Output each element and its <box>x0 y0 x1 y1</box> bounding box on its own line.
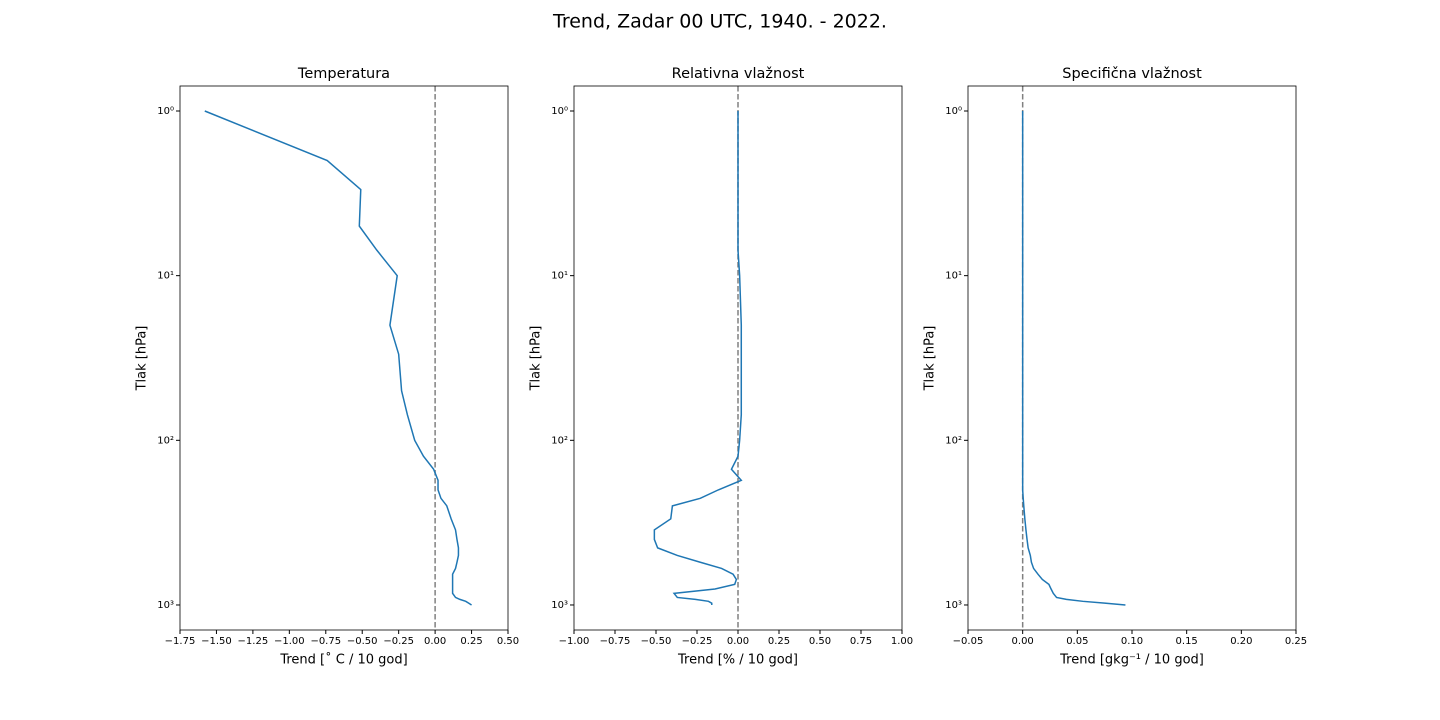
y-axis-label: Tlak [hPa] <box>135 326 150 392</box>
subplot-title: Specifična vlažnost <box>1062 66 1202 82</box>
x-tick-label: −1.25 <box>238 636 269 647</box>
subplot-title: Relativna vlažnost <box>672 66 805 82</box>
data-line <box>204 110 472 606</box>
y-axis-label: Tlak [hPa] <box>923 326 938 392</box>
plot-frame <box>179 85 509 631</box>
y-tick-label: 10¹ <box>945 271 962 282</box>
x-tick-label: −0.75 <box>310 636 341 647</box>
y-tick-label: 10³ <box>945 600 962 611</box>
x-tick-label: −1.00 <box>274 636 305 647</box>
x-tick-label: −0.25 <box>682 636 713 647</box>
plot-frame <box>573 85 903 631</box>
x-axis-label: Trend [gkg⁻¹ / 10 god] <box>1059 653 1204 668</box>
x-tick-label: 0.20 <box>1230 636 1252 647</box>
y-axis-label: Tlak [hPa] <box>529 326 544 392</box>
y-tick-label: 10⁰ <box>157 106 174 117</box>
y-tick-label: 10² <box>157 435 174 446</box>
x-tick-label: −0.50 <box>641 636 672 647</box>
data-line <box>653 111 743 605</box>
x-tick-label: −0.05 <box>953 636 984 647</box>
y-tick-label: 10² <box>945 435 962 446</box>
x-tick-label: 0.00 <box>1012 636 1034 647</box>
x-tick-label: 0.10 <box>1121 636 1143 647</box>
subplot-title: Temperatura <box>297 66 390 82</box>
x-tick-label: −1.00 <box>559 636 590 647</box>
y-tick-label: 10³ <box>157 600 174 611</box>
y-tick-label: 10¹ <box>157 271 174 282</box>
x-tick-label: 0.75 <box>850 636 872 647</box>
x-tick-label: −0.25 <box>383 636 414 647</box>
figure-title: Trend, Zadar 00 UTC, 1940. - 2022. <box>552 11 887 33</box>
x-tick-label: −1.50 <box>201 636 232 647</box>
data-line <box>1021 111 1126 606</box>
x-tick-label: 0.00 <box>727 636 749 647</box>
x-tick-label: 0.05 <box>1066 636 1088 647</box>
x-tick-label: −0.75 <box>600 636 631 647</box>
x-tick-label: −1.75 <box>165 636 196 647</box>
x-axis-label: Trend [% / 10 god] <box>677 653 798 668</box>
x-tick-label: 0.15 <box>1176 636 1198 647</box>
x-tick-label: 0.25 <box>1285 636 1307 647</box>
y-tick-label: 10¹ <box>551 271 568 282</box>
y-tick-label: 10³ <box>551 600 568 611</box>
y-tick-label: 10² <box>551 435 568 446</box>
x-tick-label: 0.00 <box>424 636 446 647</box>
x-tick-label: 0.25 <box>460 636 482 647</box>
x-tick-label: 0.50 <box>497 636 519 647</box>
x-tick-label: −0.50 <box>347 636 378 647</box>
x-axis-label: Trend [˚ C / 10 god] <box>279 652 407 668</box>
y-tick-label: 10⁰ <box>551 106 568 117</box>
x-tick-label: 0.25 <box>768 636 790 647</box>
x-tick-label: 1.00 <box>891 636 913 647</box>
x-tick-label: 0.50 <box>809 636 831 647</box>
y-tick-label: 10⁰ <box>945 106 962 117</box>
plot-frame <box>967 85 1297 631</box>
